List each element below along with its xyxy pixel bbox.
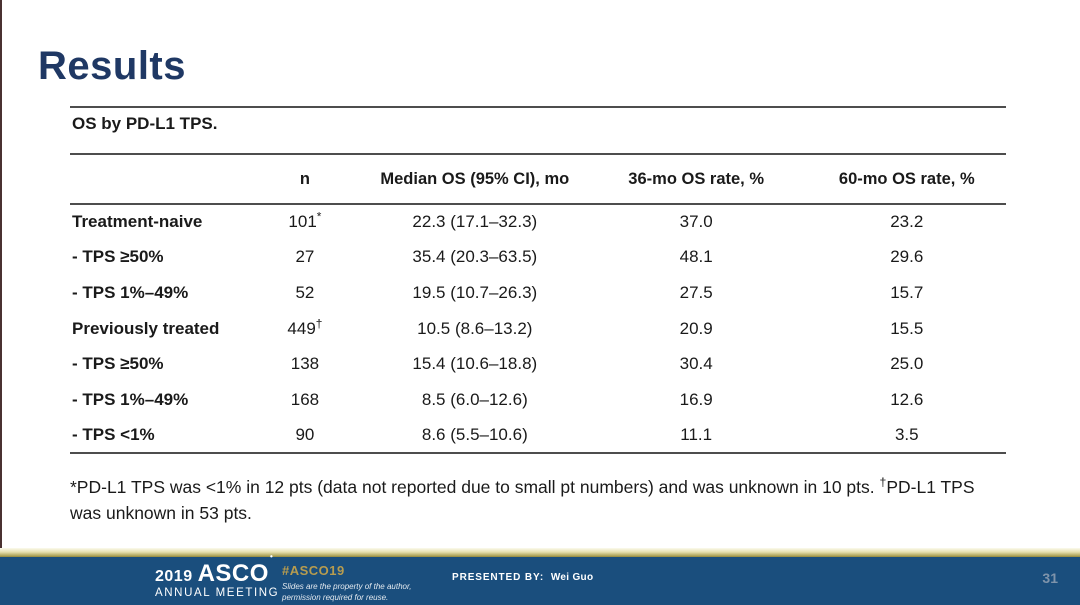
cell-36mo-rate: 27.5 (679, 282, 713, 302)
presenter-name: Wei Guo (550, 572, 594, 583)
footnote-dagger: † (879, 475, 887, 490)
cell-median-os: 22.3 (17.1–32.3) (412, 212, 538, 232)
asco-logo-name: ASCO• (197, 552, 274, 587)
table-body: Treatment-naive 101* 22.3 (17.1–32.3) 37.0 2… (70, 204, 1006, 455)
cell-36mo-rate: 16.9 (679, 389, 713, 409)
table-row: - TPS ≥50% 27 35.4 (20.3–63.5) 48.1 29.6 (70, 240, 1006, 276)
cell-60mo-rate: 29.6 (890, 247, 924, 267)
disclaimer-line2: permission required for reuse. (282, 593, 389, 603)
col-header-empty (70, 153, 246, 205)
col-header-n: n (245, 153, 365, 205)
results-section: OS by PD-L1 TPS. n Median OS (95% CI), m… (70, 106, 1006, 543)
cell-n: 52 (295, 282, 315, 302)
disclaimer-line1: Slides are the property of the author, (282, 582, 412, 591)
table-row: - TPS <1% 90 8.6 (5.5–10.6) 11.1 3.5 (70, 417, 1006, 455)
cell-n: 449† (287, 315, 323, 338)
cell-median-os: 10.5 (8.6–13.2) (417, 318, 533, 338)
footer-bar: 2019 ASCO• ANNUAL MEETING #ASCO19 Slides… (0, 552, 1080, 605)
cell-median-os: 8.6 (5.5–10.6) (364, 417, 585, 455)
table-row: - TPS 1%–49% 168 8.5 (6.0–12.6) 16.9 12.6 (70, 382, 1006, 418)
asco-logo-subtitle: ANNUAL MEETING (155, 587, 280, 599)
cell-median-os: 15.4 (10.6–18.8) (412, 354, 538, 374)
cell-median-os: 35.4 (20.3–63.5) (412, 247, 538, 267)
col-header-36mo-rate: 36-mo OS rate, % (584, 153, 808, 205)
footnote-part2: PD-L1 TPS was unknown in 53 pts. (70, 477, 975, 523)
table-row: Previously treated 449† 10.5 (8.6–13.2) 20.… (70, 311, 1006, 347)
cell-n: 138 (290, 354, 320, 374)
cell-60mo-rate: 25.0 (890, 354, 924, 374)
slide-left-edge-mark (0, 0, 2, 548)
asco-logo-year: 2019 (155, 568, 193, 585)
row-label: - TPS 1%–49% (72, 282, 189, 302)
cell-60mo-rate: 3.5 (807, 417, 1006, 455)
presented-by: PRESENTED BY: Wei Guo (452, 572, 593, 583)
cell-n: 27 (295, 247, 315, 267)
table-header-row: n Median OS (95% CI), mo 36-mo OS rate, … (70, 153, 1006, 205)
footer-gold-strip (0, 548, 1080, 557)
row-label: - TPS ≥50% (72, 247, 164, 267)
presented-by-label: PRESENTED BY: (452, 572, 545, 583)
cell-60mo-rate: 15.7 (890, 282, 924, 302)
results-table: n Median OS (95% CI), mo 36-mo OS rate, … (70, 153, 1006, 455)
cell-n: 168 (290, 389, 320, 409)
cell-36mo-rate: 20.9 (679, 318, 713, 338)
table-row: - TPS 1%–49% 52 19.5 (10.7–26.3) 27.5 15.7 (70, 275, 1006, 311)
cell-36mo-rate: 37.0 (679, 212, 713, 232)
col-header-median-os: Median OS (95% CI), mo (364, 153, 585, 205)
cell-36mo-rate: 48.1 (679, 247, 713, 267)
row-label: Previously treated (72, 318, 220, 338)
asco-logo-top: 2019 ASCO• (155, 552, 279, 587)
cell-60mo-rate: 15.5 (890, 318, 924, 338)
hashtag-label: #ASCO19 (282, 563, 345, 578)
table-caption: OS by PD-L1 TPS. (72, 114, 218, 133)
col-header-60mo-rate: 60-mo OS rate, % (807, 153, 1006, 205)
table-row: Treatment-naive 101* 22.3 (17.1–32.3) 37.0 2… (70, 204, 1006, 240)
row-label: - TPS 1%–49% (72, 389, 189, 409)
footnote-part1: *PD-L1 TPS was <1% in 12 pts (data not r… (70, 477, 880, 498)
slides-disclaimer: Slides are the property of the author, p… (282, 581, 411, 603)
page-title: Results (38, 44, 186, 88)
asco-logo: 2019 ASCO• ANNUAL MEETING (155, 552, 280, 600)
row-label: Treatment-naive (72, 212, 203, 232)
hashtag-block: #ASCO19 Slides are the property of the a… (282, 563, 411, 603)
row-label: - TPS ≥50% (72, 354, 164, 374)
table-row: - TPS ≥50% 138 15.4 (10.6–18.8) 30.4 25.0 (70, 346, 1006, 382)
cell-n: 90 (245, 417, 365, 455)
cell-36mo-rate: 11.1 (584, 417, 808, 455)
cell-36mo-rate: 30.4 (679, 354, 713, 374)
cell-n: 101* (288, 209, 322, 232)
page-number: 31 (1042, 570, 1058, 586)
cell-median-os: 19.5 (10.7–26.3) (412, 282, 538, 302)
cell-60mo-rate: 23.2 (890, 212, 924, 232)
cell-median-os: 8.5 (6.0–12.6) (421, 389, 528, 409)
footnote: *PD-L1 TPS was <1% in 12 pts (data not r… (70, 475, 1006, 526)
divider-top (70, 106, 1006, 108)
asco-trademark-dot: • (269, 552, 274, 561)
row-label: - TPS <1% (70, 417, 246, 455)
cell-60mo-rate: 12.6 (890, 389, 924, 409)
